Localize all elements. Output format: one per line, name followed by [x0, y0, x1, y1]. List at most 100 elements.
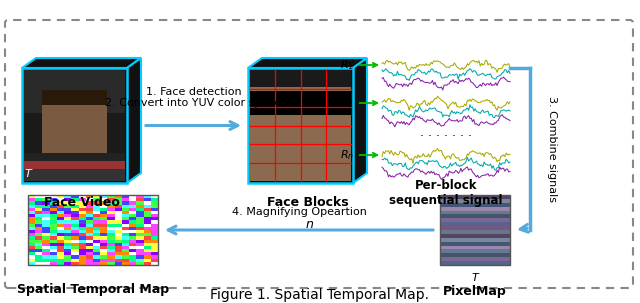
Bar	[28, 195, 35, 198]
Bar	[108, 252, 115, 255]
Bar	[115, 243, 122, 246]
Bar	[136, 252, 143, 255]
Bar	[35, 249, 42, 252]
Bar	[122, 255, 129, 259]
Bar	[115, 227, 122, 230]
Bar	[108, 249, 115, 252]
Bar	[93, 259, 100, 262]
Bar	[122, 252, 129, 255]
Bar	[50, 262, 57, 265]
Bar	[35, 227, 42, 230]
Bar	[79, 208, 86, 211]
Bar	[129, 224, 136, 227]
Bar	[35, 233, 42, 236]
Bar	[28, 217, 35, 221]
Bar	[108, 221, 115, 224]
Bar	[79, 262, 86, 265]
Bar	[57, 211, 64, 214]
Bar	[29, 63, 134, 178]
Bar	[100, 230, 108, 233]
Bar	[42, 224, 50, 227]
Bar	[64, 214, 71, 217]
Bar	[122, 230, 129, 233]
Bar	[57, 255, 64, 259]
Bar	[28, 240, 35, 243]
Bar	[50, 224, 57, 227]
Bar	[35, 224, 42, 227]
Bar	[143, 201, 151, 205]
Bar	[35, 217, 42, 221]
Text: T: T	[472, 273, 478, 283]
Bar	[86, 208, 93, 211]
Bar	[57, 208, 64, 211]
Bar	[108, 262, 115, 265]
Bar	[35, 205, 42, 208]
Bar	[143, 262, 151, 265]
Text: Face Video: Face Video	[44, 197, 120, 209]
Bar	[24, 70, 125, 181]
Bar	[50, 221, 57, 224]
Bar	[36, 58, 141, 173]
Bar	[93, 217, 100, 221]
Bar	[28, 227, 35, 230]
Bar	[57, 221, 64, 224]
Bar	[100, 240, 108, 243]
Bar	[86, 221, 93, 224]
Bar	[129, 205, 136, 208]
Bar	[143, 240, 151, 243]
Bar	[71, 255, 79, 259]
Bar	[129, 233, 136, 236]
Bar	[151, 198, 158, 201]
Bar	[129, 252, 136, 255]
Bar	[79, 230, 86, 233]
Bar	[71, 221, 79, 224]
Bar	[35, 208, 42, 211]
Text: $R_1$: $R_1$	[340, 58, 377, 72]
Bar	[440, 245, 510, 249]
Bar	[50, 211, 57, 214]
Bar	[79, 240, 86, 243]
Bar	[122, 240, 129, 243]
Bar	[71, 252, 79, 255]
Bar	[24, 153, 125, 161]
Bar	[35, 252, 42, 255]
Bar	[100, 246, 108, 249]
Bar	[50, 249, 57, 252]
Bar	[64, 249, 71, 252]
Bar	[57, 217, 64, 221]
Bar	[250, 91, 351, 115]
Bar	[100, 249, 108, 252]
Bar	[93, 224, 100, 227]
Bar	[136, 259, 143, 262]
Bar	[129, 246, 136, 249]
Bar	[248, 68, 353, 183]
Bar	[115, 262, 122, 265]
Bar	[28, 198, 35, 201]
Bar	[129, 198, 136, 201]
Bar	[108, 227, 115, 230]
Bar	[71, 205, 79, 208]
Bar	[108, 201, 115, 205]
Bar	[129, 208, 136, 211]
Bar	[440, 230, 510, 234]
Bar	[108, 240, 115, 243]
Bar	[24, 161, 125, 169]
Bar	[115, 198, 122, 201]
Bar	[71, 201, 79, 205]
Bar	[86, 240, 93, 243]
Bar	[64, 208, 71, 211]
Bar	[115, 217, 122, 221]
Bar	[42, 214, 50, 217]
Bar	[151, 243, 158, 246]
Bar	[50, 214, 57, 217]
Bar	[50, 243, 57, 246]
Bar	[93, 230, 100, 233]
Bar	[57, 195, 64, 198]
Bar	[86, 224, 93, 227]
Bar	[143, 224, 151, 227]
Bar	[93, 240, 100, 243]
Bar	[129, 249, 136, 252]
Bar	[50, 230, 57, 233]
Bar	[42, 201, 50, 205]
Bar	[79, 233, 86, 236]
